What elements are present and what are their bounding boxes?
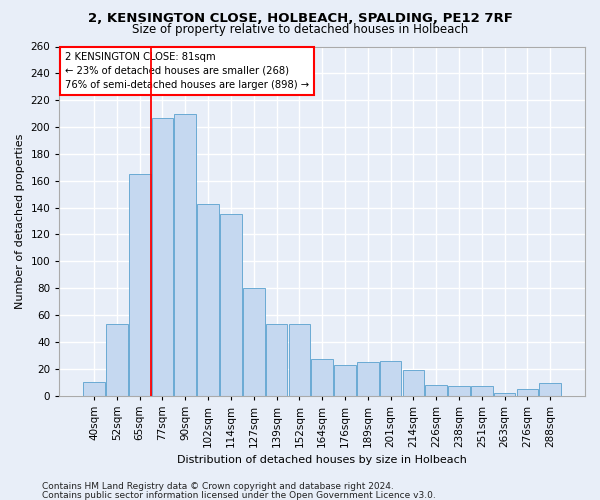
Bar — [243, 288, 265, 396]
Bar — [357, 362, 379, 396]
Bar — [425, 385, 447, 396]
Bar — [311, 360, 333, 396]
Bar — [197, 204, 219, 396]
X-axis label: Distribution of detached houses by size in Holbeach: Distribution of detached houses by size … — [177, 455, 467, 465]
Text: Contains public sector information licensed under the Open Government Licence v3: Contains public sector information licen… — [42, 490, 436, 500]
Bar — [83, 382, 105, 396]
Bar — [106, 324, 128, 396]
Bar — [471, 386, 493, 396]
Bar — [175, 114, 196, 396]
Y-axis label: Number of detached properties: Number of detached properties — [15, 134, 25, 308]
Bar — [266, 324, 287, 396]
Bar — [539, 384, 561, 396]
Bar — [517, 389, 538, 396]
Text: Size of property relative to detached houses in Holbeach: Size of property relative to detached ho… — [132, 22, 468, 36]
Bar — [403, 370, 424, 396]
Bar — [289, 324, 310, 396]
Bar — [129, 174, 151, 396]
Text: 2 KENSINGTON CLOSE: 81sqm
← 23% of detached houses are smaller (268)
76% of semi: 2 KENSINGTON CLOSE: 81sqm ← 23% of detac… — [65, 52, 309, 90]
Bar — [494, 393, 515, 396]
Bar — [380, 360, 401, 396]
Bar — [152, 118, 173, 396]
Text: Contains HM Land Registry data © Crown copyright and database right 2024.: Contains HM Land Registry data © Crown c… — [42, 482, 394, 491]
Text: 2, KENSINGTON CLOSE, HOLBEACH, SPALDING, PE12 7RF: 2, KENSINGTON CLOSE, HOLBEACH, SPALDING,… — [88, 12, 512, 26]
Bar — [220, 214, 242, 396]
Bar — [448, 386, 470, 396]
Bar — [334, 364, 356, 396]
